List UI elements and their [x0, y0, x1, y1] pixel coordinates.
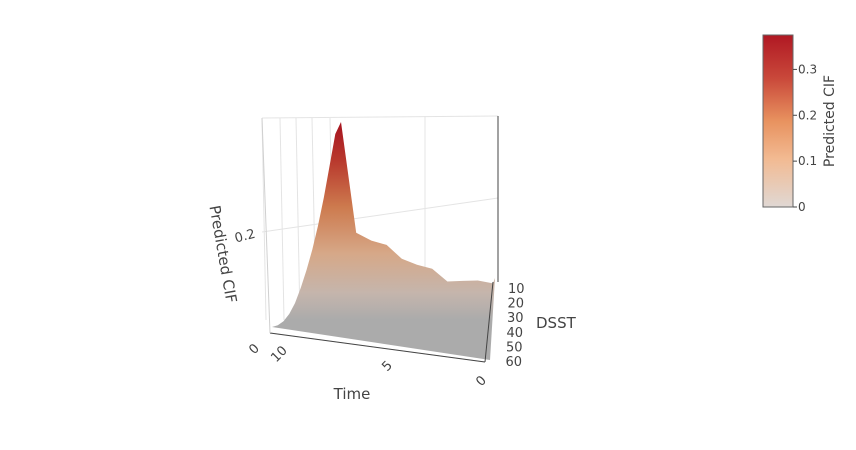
gridline — [279, 117, 285, 321]
time-axis-line — [269, 332, 486, 363]
gridline — [261, 115, 499, 119]
colorbar: 0 0.1 0.2 0.3 Predicted CIF — [762, 34, 838, 214]
z-axis-title: Predicted CIF — [205, 204, 240, 304]
dsst-tick-label: 20 — [508, 297, 525, 312]
colorbar-ticks: 0 0.1 0.2 0.3 — [793, 62, 817, 214]
time-tick-label: 5 — [379, 358, 395, 374]
cif-tick-label: 0.2 — [233, 227, 257, 247]
x-axis-title: Time — [333, 385, 371, 403]
dsst-tick-label: 60 — [506, 355, 523, 370]
colorbar-title: Predicted CIF — [822, 75, 838, 167]
gridline — [261, 117, 267, 321]
colorbar-tick-label: 0.1 — [798, 154, 817, 168]
gridline — [295, 117, 301, 321]
dsst-tick-label: 40 — [507, 326, 524, 341]
colorbar-tick-label: 0.2 — [798, 108, 817, 122]
time-tick-label: 0 — [473, 373, 489, 389]
cif-surface — [272, 122, 495, 360]
colorbar-gradient — [762, 34, 794, 208]
gridline — [261, 197, 499, 233]
dsst-axis-line — [484, 281, 494, 363]
dsst-tick-label: 30 — [507, 311, 524, 326]
dsst-tick-label: 10 — [508, 282, 525, 297]
y-axis-title: DSST — [536, 314, 577, 332]
dsst-tick-label: 50 — [506, 340, 523, 355]
axis-lines — [261, 116, 499, 363]
z-axis-line — [261, 117, 271, 334]
time-tick-label: 0 — [246, 341, 262, 357]
colorbar-tick-label: 0 — [798, 200, 806, 214]
colorbar-tick-label: 0.3 — [798, 62, 817, 76]
time-tick-label: 10 — [268, 343, 290, 365]
